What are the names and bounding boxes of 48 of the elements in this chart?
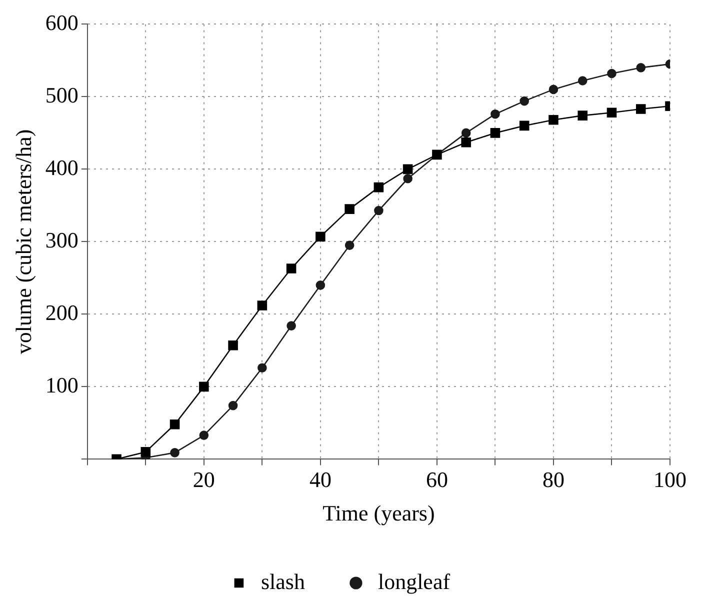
point [316,232,326,242]
y-tick-label: 500 [45,82,78,108]
x-axis-title: Time (years) [322,500,435,526]
point [344,204,354,214]
point [636,104,646,114]
y-tick-label: 300 [45,227,78,252]
point [286,321,296,330]
point [374,182,384,192]
point [548,84,558,94]
x-tick-label: 100 [654,467,686,492]
point [520,96,529,106]
point [548,115,558,125]
point [374,206,384,216]
point [257,300,268,310]
point [578,110,588,120]
x-tick-label: 60 [426,467,448,492]
point [228,400,238,410]
point [606,108,617,118]
point [140,447,151,457]
legend-label: slash [260,568,305,594]
x-tick-label: 20 [192,467,215,492]
point [636,63,646,72]
point [344,240,354,250]
y-tick-label: 400 [45,154,78,180]
point [519,120,530,131]
point [490,128,500,138]
point [403,174,412,184]
point [578,76,588,86]
point [286,264,296,274]
y-tick-label: 100 [45,372,78,398]
point [228,340,238,350]
y-tick-label: 200 [45,300,78,325]
point [461,137,471,148]
y-axis-title: volume (cubic meters/ha) [10,129,36,354]
x-tick-label: 40 [309,467,332,492]
point [402,164,413,174]
point [170,448,180,458]
point [258,363,267,372]
point [490,109,500,119]
point [199,382,209,392]
point [461,128,471,138]
x-tick-label: 80 [542,467,564,492]
legend-label: longleaf [378,568,451,594]
point [607,68,616,78]
y-tick-label: 600 [45,10,78,35]
point [316,280,326,290]
point [170,420,180,430]
point [199,430,209,440]
